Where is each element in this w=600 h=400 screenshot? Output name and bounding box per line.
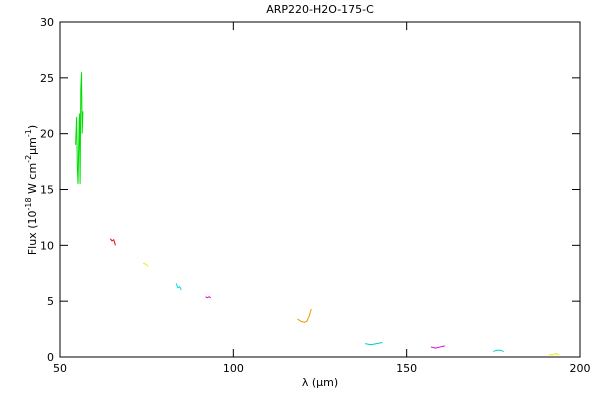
chart-title: ARP220-H2O-175-C — [266, 3, 374, 16]
y-tick-label: 5 — [47, 295, 54, 308]
y-tick-label: 10 — [40, 239, 54, 252]
x-tick-label: 200 — [570, 362, 591, 375]
spectrum-line — [175, 283, 182, 291]
y-axis-label: Flux (10-18 W cm-2μm-1) — [24, 125, 39, 255]
y-axis-label-part: Flux (10 — [26, 211, 39, 256]
y-tick-label: 0 — [47, 351, 54, 364]
y-axis-label-part: μm — [26, 137, 39, 155]
y-axis-label-superscript: -18 — [24, 197, 33, 210]
x-tick-label: 100 — [223, 362, 244, 375]
x-tick-label: 50 — [53, 362, 67, 375]
spectrum-line — [548, 353, 560, 356]
spectrum-line — [364, 341, 383, 346]
y-tick-label: 15 — [40, 184, 54, 197]
x-tick-label: 150 — [396, 362, 417, 375]
y-tick-label: 25 — [40, 72, 54, 85]
y-axis-label-part: W cm — [26, 163, 39, 198]
x-axis-label: λ (μm) — [302, 376, 338, 389]
spectrum-line — [493, 349, 504, 352]
y-tick-label: 30 — [40, 16, 54, 29]
plot-frame — [59, 21, 581, 358]
spectrum-line — [143, 262, 149, 267]
spectrum-line — [205, 296, 212, 299]
spectrum-line — [75, 72, 84, 184]
y-axis-label-superscript: -2 — [24, 155, 33, 163]
y-axis-label-superscript: -1 — [24, 129, 33, 137]
spectrum-line — [297, 308, 312, 323]
spectrum-line — [109, 238, 116, 246]
y-axis-label-part: ) — [26, 125, 39, 129]
y-tick-label: 20 — [40, 128, 54, 141]
spectrum-line — [430, 345, 445, 349]
